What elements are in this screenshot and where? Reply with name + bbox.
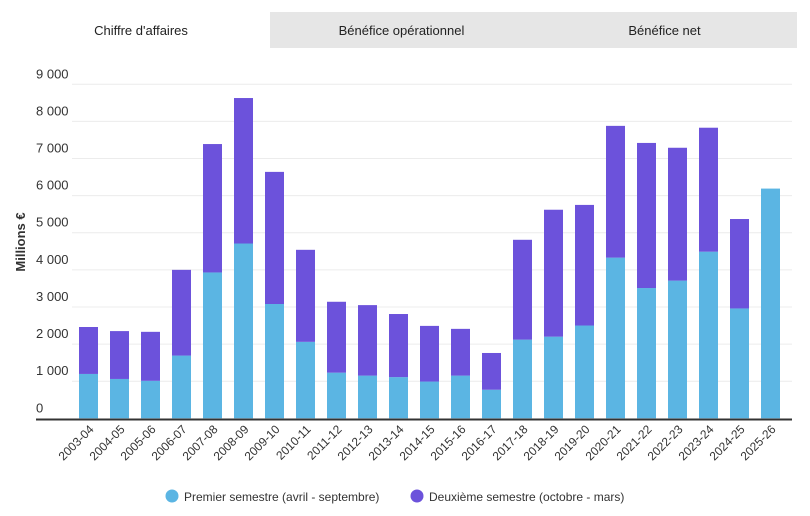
y-tick-label: 3 000	[36, 289, 69, 304]
bar-first-half	[451, 375, 470, 419]
bar-first-half	[637, 288, 656, 419]
bar-second-half	[389, 314, 408, 378]
x-tick-label: 2025-26	[738, 422, 779, 463]
bar-second-half	[141, 331, 160, 381]
bar-first-half	[234, 243, 253, 419]
y-tick-label: 9 000	[36, 66, 69, 81]
bar-first-half	[761, 188, 780, 419]
bar-first-half	[606, 257, 625, 419]
tab-chiffre-affaires[interactable]: Chiffre d'affaires	[12, 12, 270, 48]
bar-first-half	[544, 336, 563, 419]
bar-first-half	[575, 325, 594, 419]
bar-second-half	[420, 325, 439, 382]
bar-second-half	[296, 249, 315, 342]
bar-second-half	[451, 328, 470, 376]
bar-first-half	[730, 308, 749, 419]
bar-second-half	[203, 144, 222, 273]
bar-first-half	[79, 373, 98, 419]
bar-second-half	[482, 352, 501, 390]
bar-first-half	[265, 303, 284, 419]
bar-first-half	[420, 381, 439, 419]
bar-second-half	[730, 219, 749, 309]
bar-second-half	[358, 305, 377, 376]
bar-first-half	[668, 280, 687, 419]
bar-second-half	[110, 331, 129, 379]
bar-first-half	[513, 339, 532, 419]
y-tick-label: 1 000	[36, 363, 69, 378]
y-tick-label: 7 000	[36, 141, 69, 156]
legend-marker	[410, 489, 424, 503]
bar-first-half	[358, 375, 377, 419]
legend-item: Deuxième semestre (octobre - mars)	[429, 490, 624, 504]
bar-first-half	[110, 378, 129, 419]
bar-second-half	[265, 171, 284, 304]
bar-second-half	[637, 142, 656, 289]
legend-item: Premier semestre (avril - septembre)	[184, 490, 379, 504]
tab-bar: Chiffre d'affaires Bénéfice opérationnel…	[12, 12, 797, 48]
bar-first-half	[482, 389, 501, 419]
bar-second-half	[544, 209, 563, 337]
bar-first-half	[203, 272, 222, 419]
bar-second-half	[234, 98, 253, 244]
bar-second-half	[513, 239, 532, 340]
y-tick-label: 8 000	[36, 103, 69, 118]
bar-first-half	[296, 341, 315, 419]
bar-second-half	[668, 147, 687, 281]
bar-first-half	[172, 355, 191, 419]
tab-benefice-net[interactable]: Bénéfice net	[628, 22, 701, 38]
bar-first-half	[389, 377, 408, 419]
bar-second-half	[606, 125, 625, 258]
legend-marker	[165, 489, 179, 503]
y-tick-label: 4 000	[36, 252, 69, 267]
y-tick-label: 2 000	[36, 326, 69, 341]
y-tick-label: 0	[36, 400, 43, 415]
y-tick-label: 5 000	[36, 215, 69, 230]
bar-first-half	[141, 380, 160, 419]
bar-second-half	[172, 269, 191, 356]
y-axis-label: Millions €	[13, 212, 28, 271]
bar-first-half	[327, 372, 346, 419]
bar-second-half	[79, 327, 98, 374]
bar-first-half	[699, 251, 718, 419]
y-tick-label: 6 000	[36, 178, 69, 193]
bar-second-half	[327, 301, 346, 373]
bar-second-half	[575, 204, 594, 326]
bar-second-half	[699, 127, 718, 252]
tab-benefice-operationnel[interactable]: Bénéfice opérationnel	[338, 22, 465, 38]
